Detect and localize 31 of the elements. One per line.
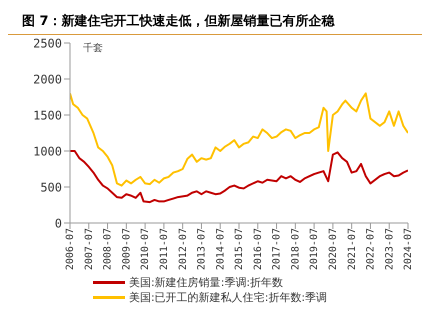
x-tick-label: 2018-07 [290,228,302,270]
x-tick-label: 2014-07 [215,228,226,270]
y-tick-label: 0 [54,216,62,230]
x-tick-label: 2019-07 [309,228,320,270]
y-tick-label: 1000 [33,144,62,158]
legend-label: 美国:新建住房销量:季调:折年数 [129,275,284,290]
y-tick-label: 2500 [33,36,62,50]
line-series [70,150,408,204]
y-axis-title: 千套 [83,42,103,55]
chart-title: 图 7：新建住宅开工快速走低，但新屋销量已有所企稳 [8,8,422,35]
x-tick-label: 2024-07 [403,228,414,270]
x-tick-label: 2011-07 [158,228,170,270]
legend-label: 美国:已开工的新建私人住宅:折年数:季调 [129,290,328,305]
y-tick-label: 500 [40,180,62,194]
x-tick-label: 2023-07 [384,228,396,270]
x-tick-label: 2008-07 [102,228,114,270]
x-tick-label: 2020-07 [328,228,339,270]
x-tick-label: 2017-07 [272,228,283,270]
x-tick-label: 2013-07 [196,228,208,270]
y-tick-label: 2000 [33,72,62,86]
y-tick-label: 1500 [33,108,62,122]
x-tick-label: 2016-07 [252,228,264,270]
x-tick-label: 2010-07 [140,228,152,270]
x-tick-label: 2021-07 [346,228,358,270]
x-tick-label: 2007-07 [84,228,95,270]
x-tick-label: 2006-07 [65,228,76,270]
x-tick-label: 2012-07 [178,228,189,270]
x-tick-label: 2009-07 [121,228,132,270]
line-series [70,92,408,187]
x-tick-label: 2015-07 [234,228,246,270]
x-tick-label: 2022-07 [366,228,377,270]
